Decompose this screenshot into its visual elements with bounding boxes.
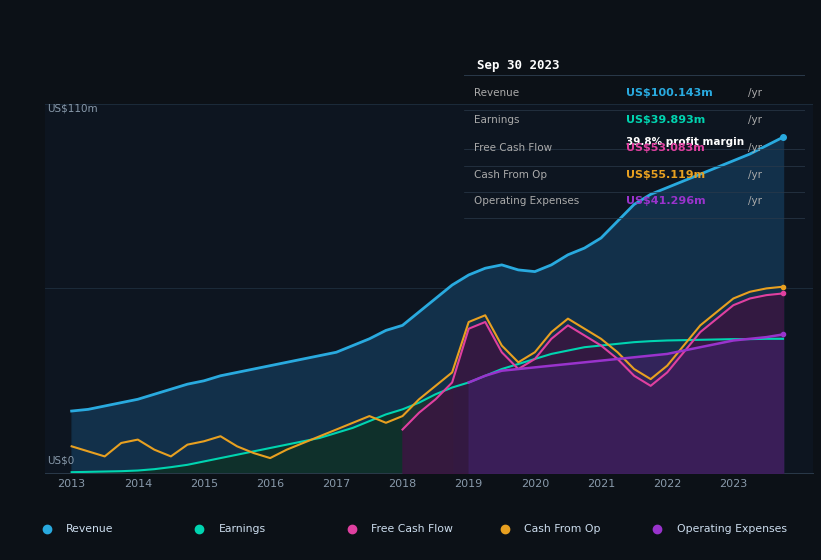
Text: US$0: US$0 [47,456,74,466]
Text: /yr: /yr [749,170,763,180]
Text: Earnings: Earnings [218,524,266,534]
Text: 39.8% profit margin: 39.8% profit margin [626,137,744,147]
Text: /yr: /yr [749,143,763,153]
Text: US$110m: US$110m [47,104,98,114]
Text: Operating Expenses: Operating Expenses [677,524,787,534]
Text: US$53.083m: US$53.083m [626,143,704,153]
Text: US$39.893m: US$39.893m [626,115,705,125]
Text: Free Cash Flow: Free Cash Flow [474,143,553,153]
Text: /yr: /yr [749,115,763,125]
Text: Earnings: Earnings [474,115,520,125]
Text: Sep 30 2023: Sep 30 2023 [478,59,560,72]
Text: /yr: /yr [749,88,763,98]
Text: Revenue: Revenue [66,524,113,534]
Text: Revenue: Revenue [474,88,519,98]
Text: /yr: /yr [749,196,763,206]
Text: US$55.119m: US$55.119m [626,170,705,180]
Text: US$100.143m: US$100.143m [626,88,713,98]
Text: Cash From Op: Cash From Op [474,170,547,180]
Text: Cash From Op: Cash From Op [524,524,600,534]
Text: Free Cash Flow: Free Cash Flow [371,524,453,534]
Text: US$41.296m: US$41.296m [626,196,705,206]
Text: Operating Expenses: Operating Expenses [474,196,580,206]
